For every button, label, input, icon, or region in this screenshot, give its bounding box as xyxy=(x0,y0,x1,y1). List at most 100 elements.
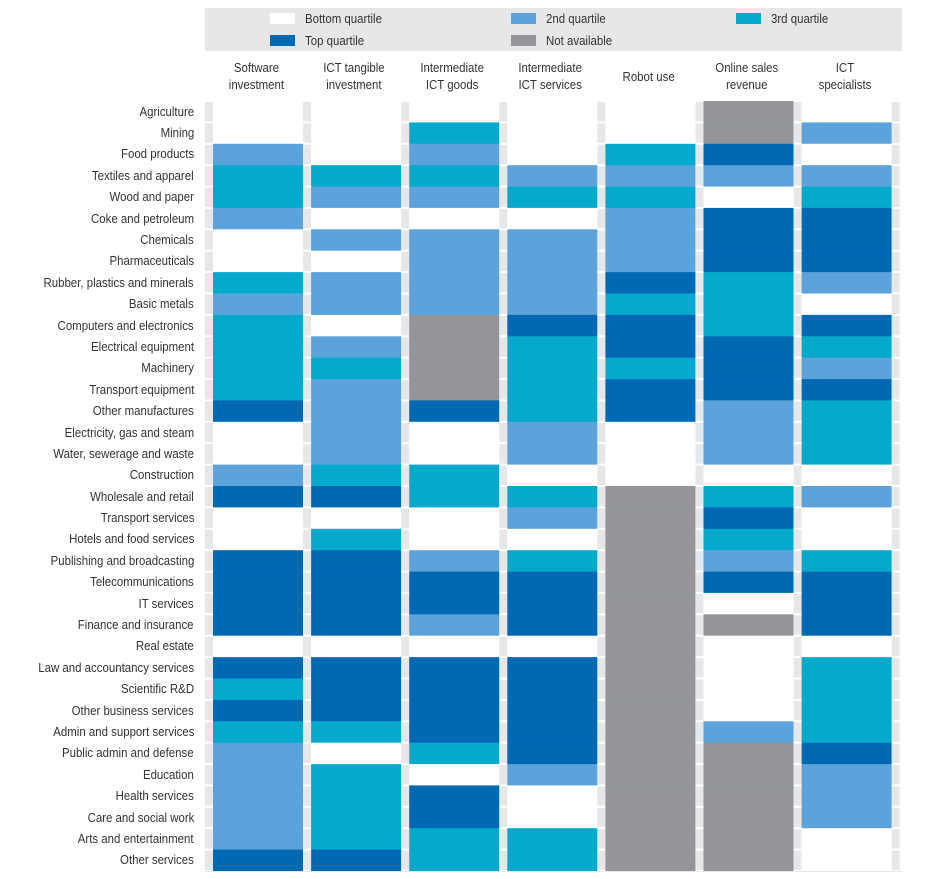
heatmap-cell xyxy=(311,828,402,850)
heatmap-cell xyxy=(801,742,892,765)
grid-separator xyxy=(597,337,606,357)
heatmap-cell xyxy=(605,379,696,401)
heatmap-cell xyxy=(213,721,303,744)
grid-separator xyxy=(597,144,606,165)
heatmap-cell xyxy=(507,657,598,679)
grid-separator xyxy=(205,636,213,657)
row-label: Rubber, plastics and minerals xyxy=(43,274,194,290)
row-label: Scientific R&D xyxy=(120,681,194,697)
heatmap-cell xyxy=(213,486,303,508)
heatmap-cell xyxy=(703,165,794,187)
grid-separator xyxy=(597,166,606,186)
legend-swatch-top xyxy=(270,34,295,46)
heatmap-cell xyxy=(703,186,794,209)
grid-separator xyxy=(303,102,312,122)
heatmap-cell xyxy=(311,143,402,166)
heatmap-cell xyxy=(703,486,794,508)
grid-separator xyxy=(303,251,312,272)
grid-separator xyxy=(891,743,900,764)
heatmap-cell xyxy=(703,101,794,123)
grid-separator xyxy=(891,786,900,806)
heatmap-cell xyxy=(409,250,500,273)
heatmap-cell xyxy=(311,571,402,594)
grid-separator xyxy=(401,593,410,614)
grid-separator xyxy=(597,636,606,657)
heatmap-cell xyxy=(213,250,303,273)
heatmap-cell xyxy=(311,165,402,187)
grid-separator xyxy=(205,850,213,870)
row-label: Other services xyxy=(120,852,194,868)
column-header: ICT specialists xyxy=(796,58,894,94)
heatmap-cell xyxy=(801,272,892,294)
heatmap-cell xyxy=(311,293,402,316)
grid-separator xyxy=(597,593,606,614)
grid-separator xyxy=(793,294,802,314)
heatmap-cell xyxy=(213,592,303,615)
heatmap-cell xyxy=(311,486,402,508)
grid-separator xyxy=(891,636,900,657)
grid-separator xyxy=(401,166,410,186)
grid-separator xyxy=(695,615,704,635)
grid-separator xyxy=(205,465,213,485)
grid-separator xyxy=(695,123,704,143)
heatmap-cell xyxy=(409,336,500,359)
heatmap-cell xyxy=(703,250,794,273)
grid-separator xyxy=(793,658,802,678)
grid-separator xyxy=(597,786,606,806)
heatmap-cell xyxy=(605,165,696,187)
heatmap-cell xyxy=(703,357,794,380)
grid-separator xyxy=(695,487,704,507)
grid-separator xyxy=(891,251,900,272)
heatmap-cell xyxy=(703,143,794,166)
grid-separator xyxy=(205,444,213,464)
grid-separator xyxy=(793,444,802,464)
grid-separator xyxy=(597,230,606,250)
grid-separator xyxy=(695,529,704,550)
grid-separator xyxy=(205,658,213,678)
grid-separator xyxy=(303,273,312,293)
heatmap-cell xyxy=(605,186,696,209)
row-label: Other business services xyxy=(71,702,194,718)
grid-separator xyxy=(499,743,508,764)
heatmap-cell xyxy=(605,806,696,829)
grid-separator xyxy=(499,679,508,699)
heatmap-cell xyxy=(507,250,598,273)
legend-item-top: Top quartile xyxy=(270,30,372,50)
heatmap-cell xyxy=(311,122,402,145)
grid-separator xyxy=(205,551,213,571)
heatmap-cell xyxy=(801,207,892,230)
heatmap-cell xyxy=(409,528,500,551)
grid-separator xyxy=(401,807,410,828)
heatmap-cell xyxy=(507,849,598,872)
heatmap-cell xyxy=(507,143,598,166)
grid-separator xyxy=(793,251,802,272)
grid-separator xyxy=(401,422,410,443)
grid-separator xyxy=(793,208,802,229)
heatmap-cell xyxy=(703,678,794,701)
heatmap-cell xyxy=(703,592,794,615)
grid-separator xyxy=(695,187,704,207)
grid-separator xyxy=(793,123,802,143)
heatmap-cell xyxy=(605,400,696,423)
heatmap-cell xyxy=(311,379,402,401)
grid-separator xyxy=(303,765,312,785)
grid-separator xyxy=(401,380,410,400)
grid-separator xyxy=(597,658,606,678)
row-label: Machinery xyxy=(141,360,194,376)
grid-separator xyxy=(597,679,606,699)
heatmap-cell xyxy=(605,101,696,123)
row-label: Mining xyxy=(160,125,194,141)
heatmap-cell xyxy=(409,635,500,658)
grid-separator xyxy=(401,337,410,357)
column-header: Online sales revenue xyxy=(698,58,796,94)
grid-separator xyxy=(499,658,508,678)
grid-separator xyxy=(597,187,606,207)
heatmap-cell xyxy=(409,443,500,465)
grid-separator xyxy=(401,144,410,165)
row-label: Arts and entertainment xyxy=(78,830,194,846)
legend-item-q2: 2nd quartile xyxy=(511,8,614,28)
heatmap-cell xyxy=(311,806,402,829)
heatmap-cell xyxy=(605,250,696,273)
heatmap-cell xyxy=(801,293,892,316)
heatmap-cell xyxy=(801,528,892,551)
